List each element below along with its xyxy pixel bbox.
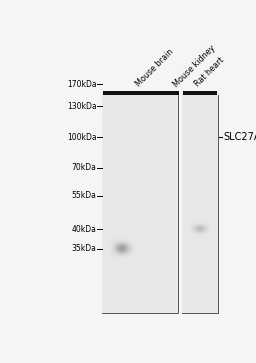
- Bar: [183, 91, 217, 95]
- Text: 70kDa: 70kDa: [72, 163, 97, 172]
- Text: SLC27A4: SLC27A4: [223, 132, 256, 142]
- Text: 40kDa: 40kDa: [72, 225, 97, 234]
- Bar: [177, 91, 179, 95]
- Bar: [102, 95, 178, 313]
- Bar: [103, 91, 177, 95]
- Text: Mouse brain: Mouse brain: [134, 48, 175, 89]
- Text: 35kDa: 35kDa: [72, 245, 97, 253]
- Text: Mouse kidney: Mouse kidney: [172, 43, 217, 89]
- Text: Rat heart: Rat heart: [193, 56, 226, 89]
- Text: 100kDa: 100kDa: [67, 133, 97, 142]
- Text: 170kDa: 170kDa: [67, 79, 97, 89]
- Text: 130kDa: 130kDa: [67, 102, 97, 111]
- Text: 55kDa: 55kDa: [72, 191, 97, 200]
- Bar: [182, 95, 218, 313]
